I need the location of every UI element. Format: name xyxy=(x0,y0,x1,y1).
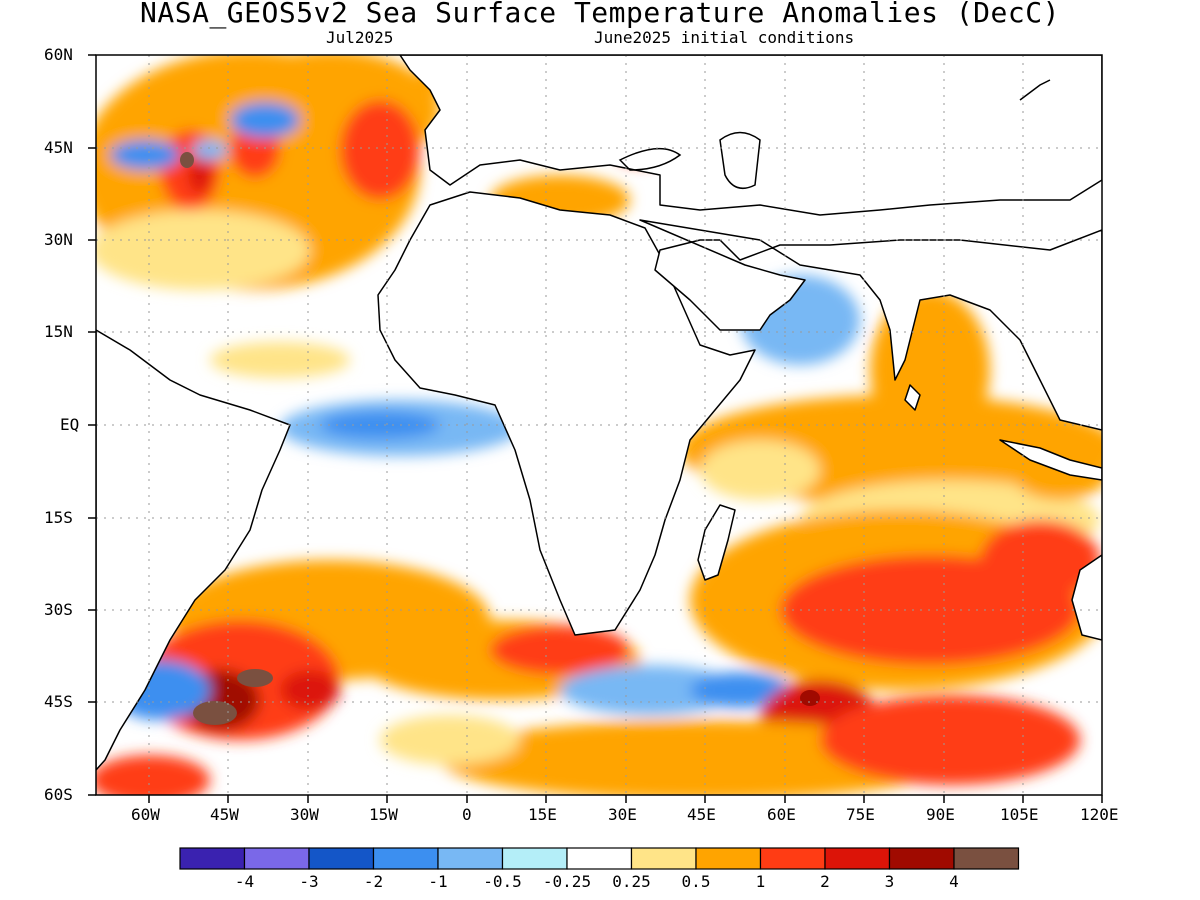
colorbar-tick-label: 0.25 xyxy=(612,872,651,891)
lat-label-60s: 60S xyxy=(44,785,73,804)
lon-label-120e: 120E xyxy=(1080,805,1119,824)
colorbar-tick-label: -2 xyxy=(363,872,384,891)
lon-label-15w: 15W xyxy=(369,805,398,824)
lat-label-15s: 15S xyxy=(44,508,73,527)
colorbar-swatch xyxy=(566,847,633,870)
lat-label-15n: 15N xyxy=(44,322,73,341)
colorbar-swatch xyxy=(243,847,310,870)
colorbar-tick-label: 1 xyxy=(755,872,766,891)
inland-seas xyxy=(618,79,1051,190)
colorbar-tick-label: 0.5 xyxy=(681,872,711,891)
lat-label-eq: EQ xyxy=(60,415,80,434)
colorbar-swatch xyxy=(824,847,891,870)
lon-label-15e: 15E xyxy=(528,805,557,824)
lat-label-30n: 30N xyxy=(44,230,73,249)
colorbar-tick-label: -0.25 xyxy=(542,872,592,891)
colorbar-tick-label: -4 xyxy=(234,872,255,891)
lon-label-90e: 90E xyxy=(926,805,955,824)
anomaly-field xyxy=(96,55,1102,795)
continents xyxy=(96,55,1102,771)
lon-label-75e: 75E xyxy=(846,805,875,824)
colorbar-swatch xyxy=(630,847,697,870)
lon-label-105e: 105E xyxy=(1000,805,1039,824)
colorbar-swatch xyxy=(179,847,246,870)
initial-conditions: June2025 initial conditions xyxy=(594,28,855,47)
gridlines xyxy=(96,55,1102,795)
lat-label-30s: 30S xyxy=(44,600,73,619)
lon-label-45e: 45E xyxy=(687,805,716,824)
colorbar-swatch xyxy=(501,847,568,870)
lon-label-30e: 30E xyxy=(608,805,637,824)
colorbar-swatch xyxy=(372,847,439,870)
lon-label-60w: 60W xyxy=(131,805,160,824)
colorbar-tick-label: -0.5 xyxy=(483,872,522,891)
lon-label-30w: 30W xyxy=(290,805,319,824)
colorbar xyxy=(179,847,1020,870)
lat-label-45s: 45S xyxy=(44,692,73,711)
lon-label-0: 0 xyxy=(462,805,472,824)
lat-label-60n: 60N xyxy=(44,45,73,64)
lon-label-60e: 60E xyxy=(767,805,796,824)
colorbar-tick-label: 3 xyxy=(884,872,895,891)
colorbar-tick-label: -1 xyxy=(428,872,448,891)
axis-ticks xyxy=(88,54,1103,803)
colorbar-swatch xyxy=(759,847,826,870)
colorbar-swatch xyxy=(437,847,504,870)
lat-label-45n: 45N xyxy=(44,138,73,157)
colorbar-swatch xyxy=(888,847,955,870)
lon-label-45w: 45W xyxy=(210,805,239,824)
colorbar-swatch xyxy=(953,847,1020,870)
colorbar-tick-label: 2 xyxy=(820,872,830,891)
colorbar-swatch xyxy=(695,847,762,870)
colorbar-swatch xyxy=(308,847,375,870)
forecast-month: Jul2025 xyxy=(326,28,394,47)
colorbar-tick-label: -3 xyxy=(299,872,319,891)
colorbar-tick-label: 4 xyxy=(949,872,959,891)
map-title: NASA_GEOS5v2 Sea Surface Temperature Ano… xyxy=(140,0,1060,29)
